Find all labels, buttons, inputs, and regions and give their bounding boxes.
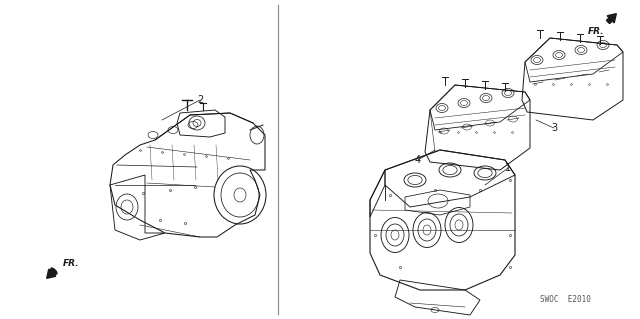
Text: FR.: FR. <box>588 27 605 36</box>
Text: FR.: FR. <box>63 259 79 269</box>
Text: 1: 1 <box>505 163 511 173</box>
Text: SWOC  E2010: SWOC E2010 <box>540 295 591 305</box>
Text: 4: 4 <box>415 155 421 165</box>
FancyArrow shape <box>47 268 56 278</box>
Text: 3: 3 <box>551 123 557 133</box>
Text: 2: 2 <box>197 95 203 105</box>
FancyArrow shape <box>607 14 616 24</box>
